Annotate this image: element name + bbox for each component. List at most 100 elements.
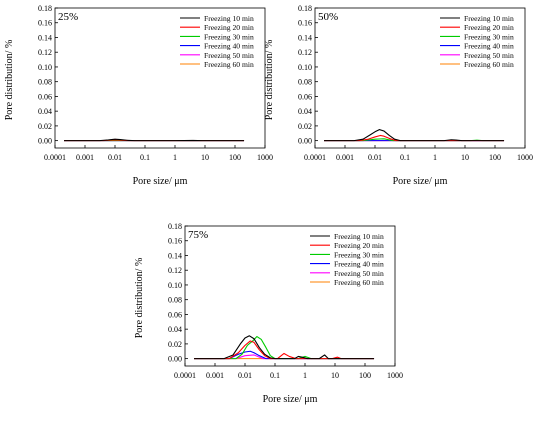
y-axis-label: Pore distribution/ % <box>4 40 15 121</box>
x-tick-label: 10 <box>461 153 469 162</box>
y-tick-label: 0.12 <box>168 266 182 275</box>
x-tick-label: 0.1 <box>270 371 280 380</box>
x-axis-label: Pore size/ μm <box>393 176 448 187</box>
x-tick-label: 0.001 <box>336 153 354 162</box>
x-tick-label: 1000 <box>257 153 273 162</box>
chart-panel-50: 50% Pore distribution/ % Pore size/ μm 0… <box>264 4 533 187</box>
y-tick-label: 0.08 <box>168 296 182 305</box>
y-axis-label: Pore distribution/ % <box>264 40 275 121</box>
series-line-freezing-10-min <box>324 129 505 142</box>
x-tick-label: 0.0001 <box>304 153 326 162</box>
y-tick-label: 0.00 <box>38 137 52 146</box>
x-tick-label: 1000 <box>387 371 403 380</box>
x-tick-label: 1 <box>303 371 307 380</box>
legend-label: Freezing 20 min <box>464 23 514 32</box>
legend-label: Freezing 20 min <box>204 23 254 32</box>
y-tick-label: 0.14 <box>298 33 312 42</box>
x-tick-label: 0.01 <box>368 153 382 162</box>
panel-title: 25% <box>58 11 78 23</box>
y-tick-label: 0.12 <box>298 48 312 57</box>
x-tick-label: 0.1 <box>140 153 150 162</box>
legend-label: Freezing 50 min <box>334 269 384 278</box>
legend-label: Freezing 10 min <box>464 14 514 23</box>
series-line-freezing-40-min <box>194 350 375 360</box>
y-tick-label: 0.16 <box>38 19 52 28</box>
series-line-freezing-20-min <box>324 134 505 142</box>
plot-frame <box>314 7 526 149</box>
legend-label: Freezing 10 min <box>204 14 254 23</box>
y-axis-label: Pore distribution/ % <box>134 258 145 339</box>
y-tick-label: 0.10 <box>38 63 52 72</box>
legend-label: Freezing 40 min <box>464 42 514 51</box>
y-tick-label: 0.02 <box>38 122 52 131</box>
legend-label: Freezing 40 min <box>204 42 254 51</box>
panel-title: 75% <box>188 229 208 241</box>
x-tick-label: 100 <box>359 371 371 380</box>
series-lines <box>324 129 505 142</box>
y-ticks: 0.00 0.02 0.04 0.06 0.08 0.10 0.12 0.14 0.16 0.18 <box>38 4 58 146</box>
x-tick-label: 0.001 <box>206 371 224 380</box>
y-tick-label: 0.14 <box>38 33 52 42</box>
series-line-freezing-50-min <box>194 354 375 360</box>
plot-frame <box>54 7 266 149</box>
legend-label: Freezing 20 min <box>334 241 384 250</box>
legend-label: Freezing 60 min <box>464 60 514 69</box>
y-tick-label: 0.00 <box>168 355 182 364</box>
legend-label: Freezing 30 min <box>204 32 254 41</box>
x-ticks: 0.0001 0.001 0.01 0.1 1 10 100 1000 <box>304 145 533 162</box>
legend-label: Freezing 40 min <box>334 260 384 269</box>
chart-panel-75: 75% Pore distribution/ % Pore size/ μm 0… <box>134 222 403 405</box>
legend-label: Freezing 60 min <box>334 278 384 287</box>
y-ticks: 0.00 0.02 0.04 0.06 0.08 0.10 0.12 0.14 0.16 0.18 <box>298 4 318 146</box>
legend-label: Freezing 10 min <box>334 232 384 241</box>
y-tick-label: 0.14 <box>168 251 182 260</box>
y-tick-label: 0.06 <box>38 92 52 101</box>
y-tick-label: 0.08 <box>38 78 52 87</box>
legend-label: Freezing 60 min <box>204 60 254 69</box>
x-tick-label: 0.1 <box>400 153 410 162</box>
y-tick-label: 0.18 <box>38 4 52 13</box>
y-ticks: 0.00 0.02 0.04 0.06 0.08 0.10 0.12 0.14 0.16 0.18 <box>168 222 188 364</box>
x-tick-label: 10 <box>201 153 209 162</box>
legend-label: Freezing 50 min <box>464 51 514 60</box>
x-tick-label: 1 <box>173 153 177 162</box>
x-tick-label: 10 <box>331 371 339 380</box>
y-tick-label: 0.16 <box>298 19 312 28</box>
x-tick-label: 0.01 <box>108 153 122 162</box>
x-tick-label: 100 <box>229 153 241 162</box>
y-tick-label: 0.04 <box>168 325 182 334</box>
y-tick-label: 0.00 <box>298 137 312 146</box>
y-tick-label: 0.12 <box>38 48 52 57</box>
chart-panel-25: 25% Pore distribution/ % Pore size/ μm 0… <box>4 4 273 187</box>
x-axis-label: Pore size/ μm <box>133 176 188 187</box>
y-tick-label: 0.06 <box>298 92 312 101</box>
series-line-freezing-20-min <box>194 340 375 360</box>
series-line-freezing-30-min <box>194 335 375 360</box>
series-line-freezing-10-min <box>194 335 375 360</box>
x-tick-label: 1000 <box>517 153 533 162</box>
y-tick-label: 0.04 <box>298 107 312 116</box>
y-tick-label: 0.08 <box>298 78 312 87</box>
x-ticks: 0.0001 0.001 0.01 0.1 1 10 100 1000 <box>174 363 403 380</box>
y-tick-label: 0.04 <box>38 107 52 116</box>
legend-label: Freezing 50 min <box>204 51 254 60</box>
x-tick-label: 0.0001 <box>44 153 66 162</box>
y-tick-label: 0.18 <box>298 4 312 13</box>
y-tick-label: 0.18 <box>168 222 182 231</box>
y-tick-label: 0.10 <box>168 281 182 290</box>
x-tick-label: 0.01 <box>238 371 252 380</box>
series-lines <box>194 335 375 360</box>
x-ticks: 0.0001 0.001 0.01 0.1 1 10 100 1000 <box>44 145 273 162</box>
legend-label: Freezing 30 min <box>464 32 514 41</box>
y-tick-label: 0.02 <box>298 122 312 131</box>
x-axis-label: Pore size/ μm <box>263 394 318 405</box>
x-tick-label: 100 <box>489 153 501 162</box>
panel-title: 50% <box>318 11 338 23</box>
x-tick-label: 1 <box>433 153 437 162</box>
x-tick-label: 0.001 <box>76 153 94 162</box>
y-tick-label: 0.06 <box>168 310 182 319</box>
